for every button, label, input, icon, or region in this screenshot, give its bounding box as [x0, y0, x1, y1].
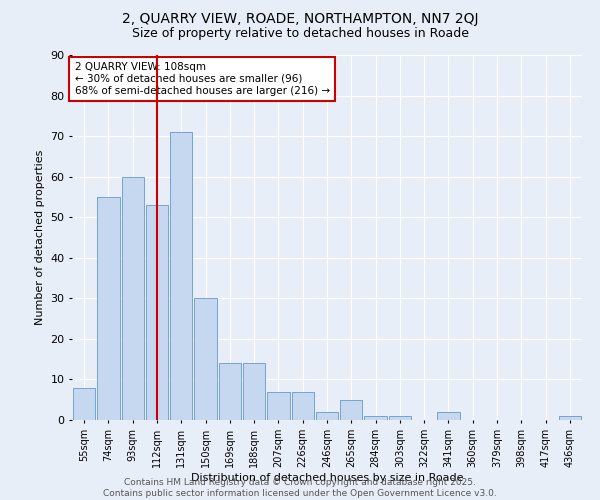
Text: Contains HM Land Registry data © Crown copyright and database right 2025.
Contai: Contains HM Land Registry data © Crown c… [103, 478, 497, 498]
Bar [267, 392, 290, 420]
Text: 2 QUARRY VIEW: 108sqm
← 30% of detached houses are smaller (96)
68% of semi-deta: 2 QUARRY VIEW: 108sqm ← 30% of detached … [74, 62, 329, 96]
Bar [316, 412, 338, 420]
Bar [389, 416, 411, 420]
Bar [218, 363, 241, 420]
Bar [194, 298, 217, 420]
Bar [364, 416, 387, 420]
Text: Size of property relative to detached houses in Roade: Size of property relative to detached ho… [131, 28, 469, 40]
Bar [122, 176, 144, 420]
Bar [559, 416, 581, 420]
Bar [170, 132, 193, 420]
Y-axis label: Number of detached properties: Number of detached properties [35, 150, 44, 325]
Bar [97, 197, 119, 420]
Bar [146, 205, 168, 420]
Bar [292, 392, 314, 420]
Text: 2, QUARRY VIEW, ROADE, NORTHAMPTON, NN7 2QJ: 2, QUARRY VIEW, ROADE, NORTHAMPTON, NN7 … [122, 12, 478, 26]
Bar [243, 363, 265, 420]
Bar [340, 400, 362, 420]
Bar [73, 388, 95, 420]
Bar [437, 412, 460, 420]
X-axis label: Distribution of detached houses by size in Roade: Distribution of detached houses by size … [191, 472, 463, 482]
